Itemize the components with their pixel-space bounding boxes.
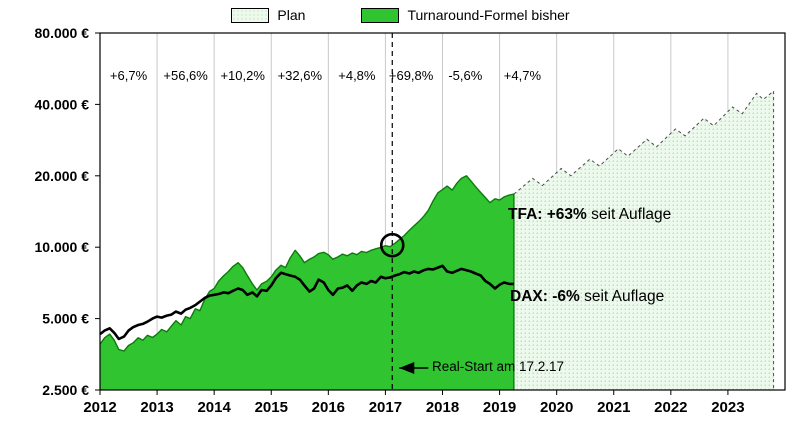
yearly-return-label: +32,6% bbox=[278, 68, 323, 83]
yearly-return-label: +4,8% bbox=[338, 68, 376, 83]
x-tick-label: 2021 bbox=[597, 399, 630, 416]
x-tick-label: 2013 bbox=[140, 399, 173, 416]
tfa-outline bbox=[99, 175, 515, 391]
x-tick-label: 2017 bbox=[369, 399, 402, 416]
legend-item-tfa: Turnaround-Formel bisher bbox=[361, 7, 570, 23]
plan-area bbox=[513, 91, 774, 390]
tfa-annotation-suffix: seit Auflage bbox=[586, 206, 672, 223]
yearly-return-label: +6,7% bbox=[110, 68, 148, 83]
y-tick-label: 40.000 € bbox=[35, 96, 90, 112]
x-tick-label: 2014 bbox=[197, 399, 231, 416]
x-tick-label: 2019 bbox=[483, 399, 516, 416]
tfa-area bbox=[100, 175, 514, 390]
x-tick-label: 2012 bbox=[83, 399, 116, 416]
plan-outline bbox=[513, 90, 775, 391]
legend: Plan Turnaround-Formel bisher bbox=[0, 7, 801, 23]
tfa-annotation: TFA: +63% seit Auflage bbox=[508, 206, 671, 224]
yearly-return-label: +10,2% bbox=[220, 68, 265, 83]
yearly-return-label: +4,7% bbox=[504, 68, 542, 83]
dax-line bbox=[99, 264, 514, 341]
x-tick-label: 2022 bbox=[654, 399, 687, 416]
y-tick-label: 10.000 € bbox=[35, 239, 90, 255]
y-tick-label: 5.000 € bbox=[42, 311, 89, 327]
legend-label-tfa: Turnaround-Formel bisher bbox=[407, 7, 570, 23]
x-tick-label: 2020 bbox=[540, 399, 573, 416]
tfa-swatch-icon bbox=[361, 7, 400, 23]
y-tick-label: 2.500 € bbox=[42, 382, 89, 398]
yearly-return-label: +56,6% bbox=[163, 68, 208, 83]
dax-annotation-suffix: seit Auflage bbox=[579, 288, 665, 305]
legend-item-plan: Plan bbox=[231, 7, 305, 23]
x-tick-label: 2023 bbox=[711, 399, 744, 416]
yearly-return-label: -5,6% bbox=[448, 68, 482, 83]
y-tick-label: 20.000 € bbox=[35, 168, 90, 184]
x-tick-label: 2015 bbox=[255, 399, 288, 416]
real-start-marker bbox=[379, 232, 405, 258]
y-tick-label: 80.000 € bbox=[35, 25, 90, 41]
x-tick-label: 2016 bbox=[312, 399, 345, 416]
x-tick-label: 2018 bbox=[426, 399, 459, 416]
plan-swatch-icon bbox=[231, 7, 270, 23]
real-start-annotation: Real-Start am 17.2.17 bbox=[432, 359, 565, 374]
dax-annotation-value: DAX: -6% bbox=[510, 288, 580, 305]
tfa-annotation-value: TFA: +63% bbox=[508, 206, 587, 223]
yearly-return-label: +69,8% bbox=[389, 68, 434, 83]
legend-label-plan: Plan bbox=[277, 7, 306, 23]
dax-annotation: DAX: -6% seit Auflage bbox=[510, 288, 664, 306]
